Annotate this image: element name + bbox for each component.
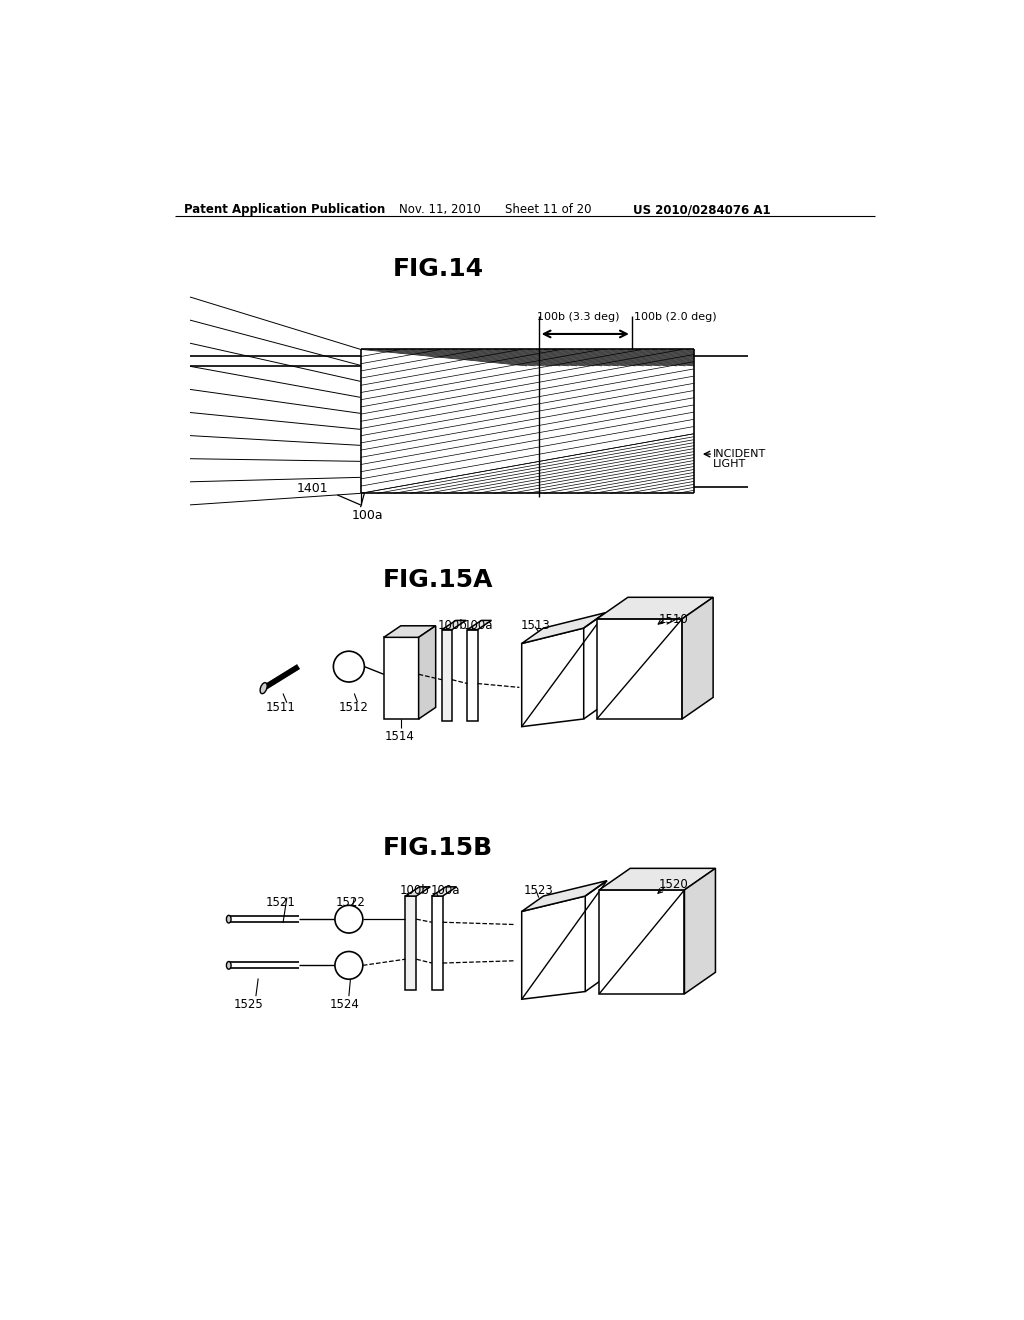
Text: 100a: 100a	[464, 619, 494, 632]
Polygon shape	[384, 626, 435, 638]
Text: 1523: 1523	[523, 884, 553, 896]
Polygon shape	[684, 869, 716, 994]
Text: 1511: 1511	[265, 701, 295, 714]
Text: 100a: 100a	[351, 508, 383, 521]
Text: 1525: 1525	[233, 998, 263, 1011]
Polygon shape	[406, 896, 417, 990]
Polygon shape	[597, 597, 713, 619]
Ellipse shape	[260, 682, 267, 694]
Polygon shape	[521, 880, 607, 911]
Text: 100b: 100b	[438, 619, 468, 632]
Text: FIG.15A: FIG.15A	[383, 568, 494, 593]
Polygon shape	[419, 626, 435, 719]
Text: FIG.15B: FIG.15B	[383, 836, 494, 861]
Text: Sheet 11 of 20: Sheet 11 of 20	[506, 203, 592, 216]
Circle shape	[335, 906, 362, 933]
Text: 1520: 1520	[658, 878, 688, 891]
Polygon shape	[432, 887, 457, 896]
Text: 100b (3.3 deg): 100b (3.3 deg)	[538, 313, 620, 322]
Polygon shape	[521, 628, 584, 726]
Polygon shape	[521, 612, 605, 644]
Polygon shape	[406, 887, 430, 896]
Polygon shape	[521, 896, 586, 999]
Text: 100b: 100b	[400, 884, 430, 896]
Text: LIGHT: LIGHT	[713, 459, 746, 470]
Ellipse shape	[226, 961, 231, 969]
Text: Patent Application Publication: Patent Application Publication	[183, 203, 385, 216]
Text: 1512: 1512	[339, 701, 369, 714]
Polygon shape	[432, 896, 442, 990]
Polygon shape	[467, 630, 477, 721]
Polygon shape	[597, 619, 682, 719]
Text: 1510: 1510	[658, 612, 688, 626]
Text: INCIDENT: INCIDENT	[713, 449, 766, 459]
Text: 100a: 100a	[431, 884, 461, 896]
Text: US 2010/0284076 A1: US 2010/0284076 A1	[633, 203, 770, 216]
Text: 1401: 1401	[296, 482, 328, 495]
Text: FIG.14: FIG.14	[392, 257, 483, 281]
Text: 1522: 1522	[336, 896, 366, 909]
Text: 100b (2.0 deg): 100b (2.0 deg)	[634, 313, 717, 322]
Polygon shape	[467, 620, 492, 630]
Polygon shape	[442, 630, 452, 721]
Polygon shape	[682, 597, 713, 719]
Polygon shape	[442, 620, 466, 630]
Polygon shape	[599, 890, 684, 994]
Text: 1513: 1513	[521, 619, 551, 632]
Polygon shape	[384, 638, 419, 719]
Text: 1524: 1524	[330, 998, 360, 1011]
Text: Nov. 11, 2010: Nov. 11, 2010	[399, 203, 481, 216]
Circle shape	[335, 952, 362, 979]
Text: 1521: 1521	[265, 896, 295, 909]
Ellipse shape	[226, 915, 231, 923]
Text: 1514: 1514	[384, 730, 414, 743]
Circle shape	[334, 651, 365, 682]
Polygon shape	[599, 869, 716, 890]
